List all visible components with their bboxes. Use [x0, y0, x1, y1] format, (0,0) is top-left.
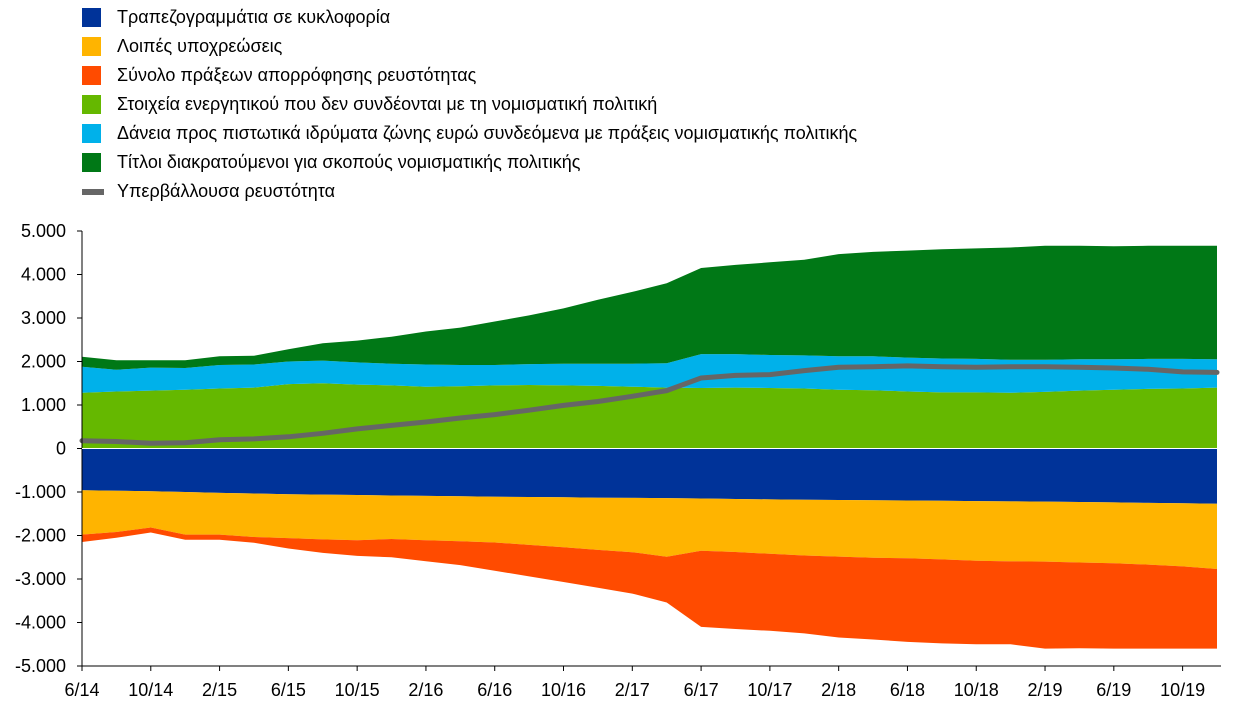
area-series-0 — [82, 448, 1217, 504]
legend-swatch — [82, 8, 101, 27]
chart-axes: -5.000 -4.000 -3.000 -2.000 -1.000 0 1.000 2.00… — [15, 221, 1221, 700]
legend-label: Τραπεζογραμμάτια σε κυκλοφορία — [117, 7, 391, 27]
x-tick-label: 6/19 — [1096, 680, 1131, 700]
legend-swatch — [82, 95, 101, 114]
area-series-4 — [82, 354, 1217, 393]
legend-swatch — [82, 66, 101, 85]
y-tick-label: -1.000 — [15, 482, 66, 502]
x-tick-label: 2/16 — [408, 680, 443, 700]
y-tick-label: -4.000 — [15, 613, 66, 633]
legend-item: Δάνεια προς πιστωτικά ιδρύματα ζώνης ευρ… — [82, 119, 857, 148]
legend-item: Τραπεζογραμμάτια σε κυκλοφορία — [82, 3, 857, 32]
y-tick-label: -2.000 — [15, 526, 66, 546]
x-tick-label: 2/17 — [615, 680, 650, 700]
legend-label: Δάνεια προς πιστωτικά ιδρύματα ζώνης ευρ… — [117, 123, 858, 143]
x-tick-label: 10/18 — [954, 680, 999, 700]
x-tick-label: 10/15 — [335, 680, 380, 700]
area-series-5 — [82, 245, 1217, 370]
series-areas — [82, 245, 1217, 649]
x-tick-label: 6/18 — [890, 680, 925, 700]
legend-swatch — [82, 124, 101, 143]
x-tick-label: 2/15 — [202, 680, 237, 700]
x-tick-label: 6/14 — [64, 680, 99, 700]
x-tick-label: 2/19 — [1028, 680, 1063, 700]
legend-swatch — [82, 153, 101, 172]
series-line-layer — [79, 363, 1220, 446]
line-series-6 — [79, 363, 1220, 446]
legend-label: Υπερβάλλουσα ρευστότητα — [117, 181, 336, 201]
legend-item: Σύνολο πράξεων απορρόφησης ρευστότητας — [82, 61, 857, 90]
x-tick-label: 6/16 — [477, 680, 512, 700]
y-tick-label: 0 — [56, 439, 66, 459]
y-tick-label: 2.000 — [21, 352, 66, 372]
x-tick-label: 10/14 — [128, 680, 173, 700]
legend-label: Λοιπές υποχρεώσεις — [117, 36, 283, 56]
x-tick-label: 10/17 — [747, 680, 792, 700]
x-tick-label: 10/16 — [541, 680, 586, 700]
legend-label: Στοιχεία ενεργητικού που δεν συνδέονται … — [117, 94, 658, 114]
x-tick-label: 10/19 — [1160, 680, 1205, 700]
chart-legend: Τραπεζογραμμάτια σε κυκλοφορία Λοιπές υπο… — [82, 3, 857, 206]
legend-item: Τίτλοι διακρατούμενοι για σκοπούς νομισμ… — [82, 148, 857, 177]
area-series-2 — [82, 527, 1217, 649]
legend-item: Στοιχεία ενεργητικού που δεν συνδέονται … — [82, 90, 857, 119]
y-tick-label: 5.000 — [21, 221, 66, 241]
legend-swatch — [82, 188, 104, 195]
legend-item: Λοιπές υποχρεώσεις — [82, 32, 857, 61]
legend-swatch — [82, 37, 101, 56]
legend-item: Υπερβάλλουσα ρευστότητα — [82, 177, 857, 206]
y-tick-label: 1.000 — [21, 395, 66, 415]
x-tick-label: 6/15 — [271, 680, 306, 700]
y-tick-label: 4.000 — [21, 265, 66, 285]
x-tick-label: 6/17 — [684, 680, 719, 700]
legend-label: Σύνολο πράξεων απορρόφησης ρευστότητας — [117, 65, 477, 85]
area-series-1 — [82, 490, 1217, 569]
y-tick-label: -5.000 — [15, 656, 66, 676]
area-series-3 — [82, 383, 1217, 449]
x-tick-label: 2/18 — [821, 680, 856, 700]
y-tick-label: 3.000 — [21, 308, 66, 328]
legend-label: Τίτλοι διακρατούμενοι για σκοπούς νομισμ… — [117, 152, 581, 172]
y-tick-label: -3.000 — [15, 569, 66, 589]
